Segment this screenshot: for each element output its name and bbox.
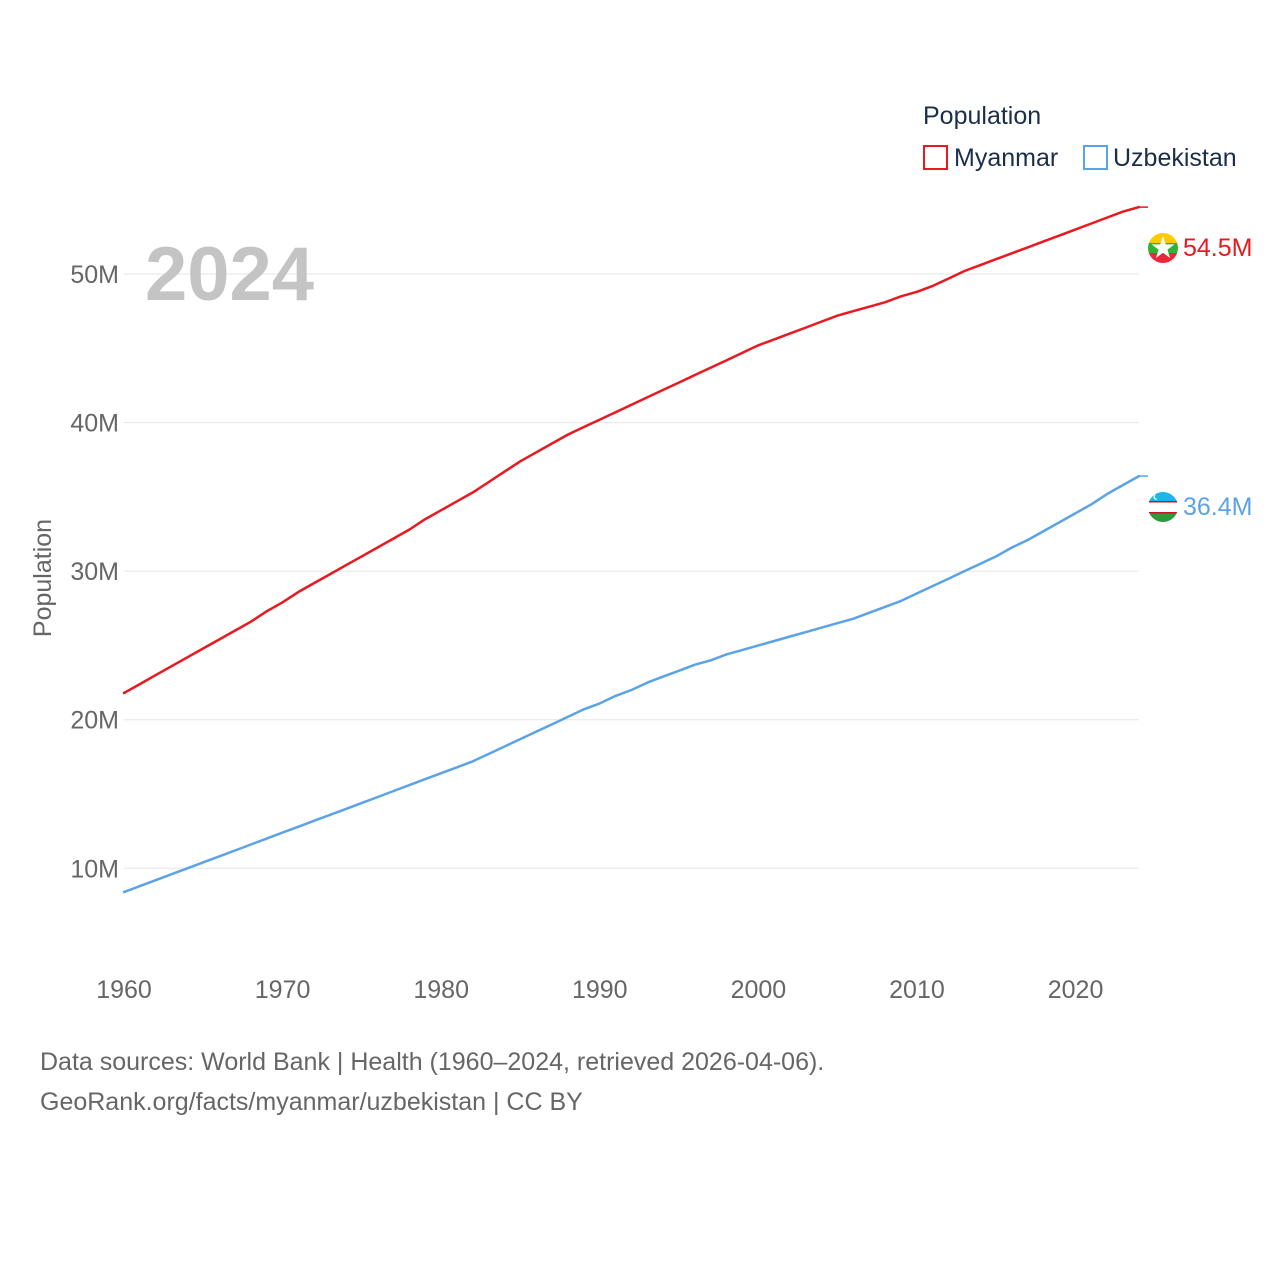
y-tick-label: 20M bbox=[70, 707, 119, 735]
x-tick-label: 2020 bbox=[1048, 976, 1104, 1004]
y-tick-label: 40M bbox=[70, 410, 119, 438]
y-tick-label: 50M bbox=[70, 261, 119, 289]
x-tick-label: 1960 bbox=[96, 976, 152, 1004]
legend-title: Population bbox=[923, 102, 1041, 130]
data-sources-text: Data sources: World Bank | Health (1960–… bbox=[40, 1048, 825, 1076]
footer: Data sources: World Bank | Health (1960–… bbox=[40, 1042, 824, 1122]
myanmar-end-label: 54.5M bbox=[1183, 234, 1252, 262]
legend-label-myanmar: Myanmar bbox=[954, 144, 1058, 172]
y-axis-ticks: 10M 20M 30M 40M 50M bbox=[70, 261, 119, 883]
y-axis-label: Population bbox=[29, 519, 57, 637]
uzbekistan-flag-icon bbox=[1148, 492, 1178, 522]
x-tick-label: 2000 bbox=[731, 976, 787, 1004]
legend-item-myanmar[interactable]: Myanmar bbox=[923, 144, 1058, 172]
series-lines bbox=[122, 205, 1148, 894]
legend-swatch-myanmar bbox=[923, 145, 948, 170]
year-watermark: 2024 bbox=[145, 232, 314, 317]
y-tick-label: 10M bbox=[70, 855, 119, 883]
myanmar-flag-icon bbox=[1148, 233, 1178, 263]
y-tick-label: 30M bbox=[70, 558, 119, 586]
legend-swatch-uzbekistan bbox=[1083, 145, 1108, 170]
series-line-myanmar bbox=[122, 205, 1141, 695]
x-tick-label: 1980 bbox=[413, 976, 469, 1004]
credit-link[interactable]: GeoRank.org/facts/myanmar/uzbekistan | C… bbox=[40, 1088, 583, 1116]
x-axis-ticks: 1960 1970 1980 1990 2000 2010 2020 bbox=[96, 976, 1103, 1004]
gridlines bbox=[124, 273, 1139, 869]
x-tick-label: 2010 bbox=[889, 976, 945, 1004]
x-tick-label: 1970 bbox=[255, 976, 311, 1004]
x-tick-label: 1990 bbox=[572, 976, 628, 1004]
legend-label-uzbekistan: Uzbekistan bbox=[1113, 144, 1237, 172]
legend: Population Myanmar Uzbekistan bbox=[923, 102, 1237, 172]
legend-item-uzbekistan[interactable]: Uzbekistan bbox=[1083, 144, 1237, 172]
population-line-chart: 10M 20M 30M 40M 50M 1960 1970 1980 1990 2000 2010… bbox=[29, 102, 1252, 1004]
series-line-uzbekistan bbox=[122, 474, 1141, 894]
uzbekistan-end-label: 36.4M bbox=[1183, 493, 1252, 521]
